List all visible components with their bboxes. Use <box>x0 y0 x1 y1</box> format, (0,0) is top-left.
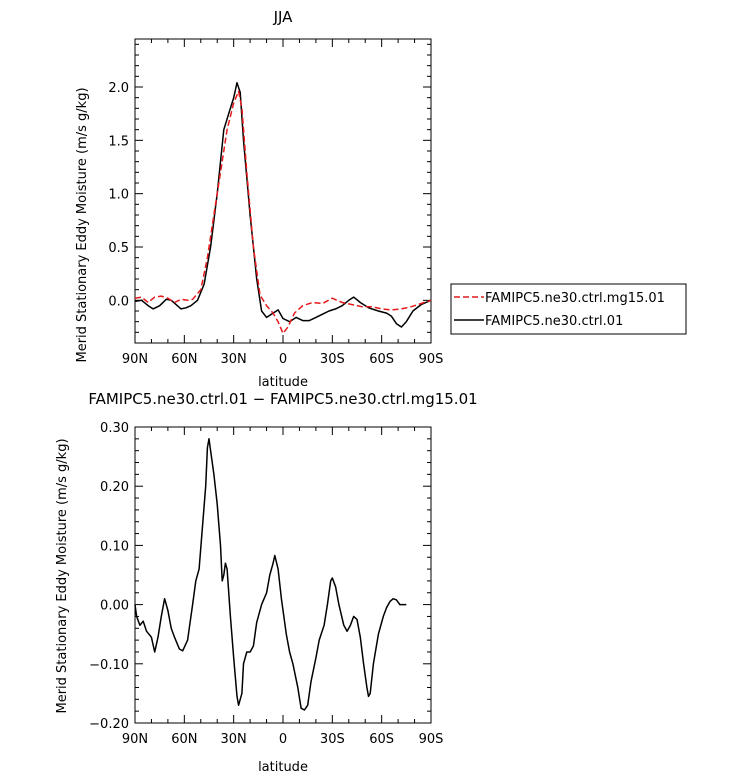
bottom-chart-x-tick-label: 60S <box>369 732 394 747</box>
bottom-chart-y-tick-label: −0.20 <box>89 717 129 732</box>
top-chart-y-axis: 0.0 0.5 1.0 1.5 2.0 <box>108 43 431 344</box>
bottom-chart-y-axis: −0.20 −0.10 0.00 0.10 0.20 0.30 <box>89 421 431 732</box>
top-chart-y-axis-label: Merid Stationary Eddy Moisture (m/s g/kg… <box>75 87 90 362</box>
top-chart-x-tick-label: 90N <box>122 352 148 367</box>
top-chart-x-tick-label: 30S <box>320 352 345 367</box>
bottom-chart-x-tick-label: 90S <box>419 732 444 747</box>
bottom-chart-y-tick-label: 0.10 <box>100 539 129 554</box>
bottom-chart-x-tick-label: 30S <box>320 732 345 747</box>
top-chart-x-tick-label: 30N <box>221 352 247 367</box>
top-chart-legend: FAMIPC5.ne30.ctrl.mg15.01 FAMIPC5.ne30.c… <box>450 283 687 335</box>
top-chart-x-axis: 90N 60N 30N 0 30S 60S 90S <box>122 39 444 367</box>
legend-label-mg15: FAMIPC5.ne30.ctrl.mg15.01 <box>485 291 665 306</box>
legend-label-ctrl: FAMIPC5.ne30.ctrl.01 <box>485 314 623 329</box>
legend-box <box>450 283 687 335</box>
bottom-chart-y-tick-label: 0.30 <box>100 421 129 436</box>
top-chart-series <box>134 81 432 335</box>
top-chart-x-axis-label: latitude <box>258 375 308 390</box>
top-chart-x-tick-label: 60N <box>171 352 197 367</box>
top-chart-panel: JJA 0.00.51.01.52.0 90N 60N 30N 0 30S 60S 90S … <box>75 8 443 390</box>
top-chart-y-tick-label: 0.0 <box>108 294 129 309</box>
top-chart-y-tick-label: 2.0 <box>108 81 129 96</box>
top-chart-series-line-1 <box>134 81 432 328</box>
top-chart-x-tick-label: 60S <box>369 352 394 367</box>
top-chart-plot-frame <box>134 38 432 344</box>
bottom-chart-panel: FAMIPC5.ne30.ctrl.01 − FAMIPC5.ne30.ctrl… <box>55 390 478 775</box>
top-chart-series-line-0 <box>134 90 432 335</box>
bottom-chart-x-axis: 90N 60N 30N 0 30S 60S 90S <box>122 427 444 747</box>
bottom-chart-title: FAMIPC5.ne30.ctrl.01 − FAMIPC5.ne30.ctrl… <box>88 390 477 408</box>
bottom-chart-x-tick-label: 90N <box>122 732 148 747</box>
bottom-chart-y-axis-label: Merid Stationary Eddy Moisture (m/s g/kg… <box>55 438 70 713</box>
top-chart-title: JJA <box>273 8 294 26</box>
top-chart-x-tick-label: 0 <box>279 352 287 367</box>
top-chart-y-tick-label: 1.0 <box>108 188 129 203</box>
bottom-chart-x-tick-label: 0 <box>279 732 287 747</box>
bottom-chart-x-tick-label: 30N <box>221 732 247 747</box>
bottom-chart-x-tick-label: 60N <box>171 732 197 747</box>
bottom-chart-x-axis-label: latitude <box>258 760 308 775</box>
bottom-chart-y-tick-label: 0.00 <box>100 599 129 614</box>
top-chart-y-tick-label: 0.5 <box>108 241 129 256</box>
top-chart-y-tick-label: 1.5 <box>108 134 129 149</box>
bottom-chart-series-line-0 <box>134 438 407 711</box>
top-chart-x-tick-label: 90S <box>419 352 444 367</box>
bottom-chart-series <box>134 438 407 711</box>
bottom-chart-y-tick-label: −0.10 <box>89 658 129 673</box>
bottom-chart-y-tick-label: 0.20 <box>100 480 129 495</box>
bottom-chart-plot-frame <box>134 426 432 724</box>
